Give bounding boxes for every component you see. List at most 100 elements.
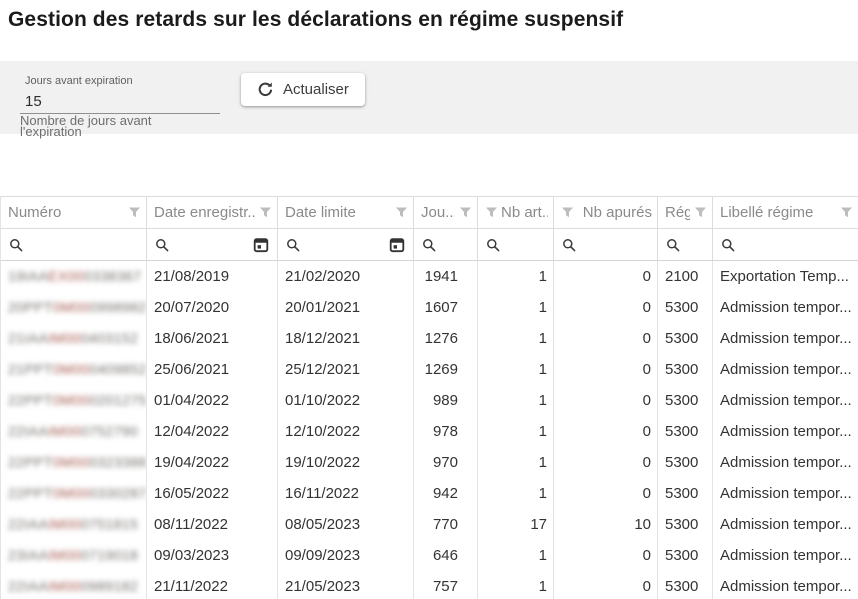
column-header-numero[interactable]: Numéro (1, 197, 147, 228)
filter-funnel-icon[interactable] (128, 206, 141, 219)
filter-funnel-icon[interactable] (395, 206, 408, 219)
cell-regime: 5300 (658, 416, 713, 447)
cell-numero: 22PPT0M000330287 (1, 478, 147, 509)
cell-date-limite: 08/05/2023 (278, 509, 414, 540)
cell-libelle-regime: Admission tempor... (713, 385, 858, 416)
filter-input-date-limite[interactable] (278, 229, 414, 260)
column-header-nb-apures[interactable]: Nb apurés (554, 197, 658, 228)
cell-libelle-regime: Admission tempor... (713, 354, 858, 385)
table-row[interactable]: 22IAAIM000752790 12/04/2022 12/10/2022 978 1… (1, 416, 858, 447)
table-row[interactable]: 22PPT0M000330287 16/05/2022 16/11/2022 942 1… (1, 478, 858, 509)
column-header-label: Date enregistr... (154, 204, 255, 221)
table-row[interactable]: 21PPT0M000409852 25/06/2021 25/12/2021 1269… (1, 354, 858, 385)
filter-input-date-enregistrement[interactable] (147, 229, 278, 260)
cell-nb-apures: 0 (554, 478, 658, 509)
filter-input-nb-apures[interactable] (554, 229, 658, 260)
cell-date-enregistrement: 09/03/2023 (147, 540, 278, 571)
cell-nb-articles: 1 (478, 292, 554, 323)
filter-funnel-icon[interactable] (459, 206, 472, 219)
cell-libelle-regime: Admission tempor... (713, 571, 858, 599)
cell-libelle-regime: Admission tempor... (713, 447, 858, 478)
days-field-hint-line2: l'expiration (20, 123, 82, 139)
cell-nb-articles: 1 (478, 385, 554, 416)
column-header-nb-articles[interactable]: Nb art... (478, 197, 554, 228)
filter-funnel-icon[interactable] (561, 206, 574, 219)
filter-funnel-icon[interactable] (840, 206, 853, 219)
calendar-icon[interactable] (389, 237, 405, 253)
days-field-hint-line1: Nombre de jours avant (20, 113, 152, 128)
column-header-regime[interactable]: Rég... (658, 197, 713, 228)
refresh-button[interactable]: Actualiser (241, 73, 365, 106)
filter-input-regime[interactable] (658, 229, 713, 260)
filter-input-nb-articles[interactable] (478, 229, 554, 260)
filter-input-libelle-regime[interactable] (713, 229, 858, 260)
column-header-jours[interactable]: Jou... (414, 197, 478, 228)
cell-jours: 1941 (414, 261, 478, 292)
cell-numero: 19IAAEX000338367 (1, 261, 147, 292)
filter-funnel-icon[interactable] (485, 206, 498, 219)
search-icon (486, 238, 500, 252)
cell-date-enregistrement: 25/06/2021 (147, 354, 278, 385)
cell-libelle-regime: Admission tempor... (713, 478, 858, 509)
filter-input-jours[interactable] (414, 229, 478, 260)
redacted-declaration-number: 21PPT0M000409852 (8, 361, 147, 377)
cell-date-enregistrement: 20/07/2020 (147, 292, 278, 323)
days-field-label: Jours avant expiration (25, 75, 133, 87)
cell-date-enregistrement: 21/11/2022 (147, 571, 278, 599)
cell-date-enregistrement: 01/04/2022 (147, 385, 278, 416)
days-field-hint: Nombre de jours avant l'expiration (20, 113, 152, 139)
cell-nb-articles: 1 (478, 571, 554, 599)
cell-regime: 5300 (658, 323, 713, 354)
cell-nb-articles: 1 (478, 416, 554, 447)
cell-date-enregistrement: 19/04/2022 (147, 447, 278, 478)
cell-nb-articles: 1 (478, 323, 554, 354)
cell-date-limite: 19/10/2022 (278, 447, 414, 478)
refresh-icon (257, 81, 274, 98)
cell-nb-articles: 1 (478, 447, 554, 478)
search-icon (422, 238, 436, 252)
table-row[interactable]: 21IAAIM000403152 18/06/2021 18/12/2021 1276… (1, 323, 858, 354)
days-field-underline (20, 91, 220, 114)
column-header-libelle-regime[interactable]: Libellé régime (713, 197, 858, 228)
cell-jours: 978 (414, 416, 478, 447)
table-row[interactable]: 19IAAEX000338367 21/08/2019 21/02/2020 1941… (1, 261, 858, 292)
search-icon (155, 238, 169, 252)
days-before-expiration-input[interactable] (20, 91, 220, 113)
table-row[interactable]: 22IAAIM000751815 08/11/2022 08/05/2023 770 1… (1, 509, 858, 540)
cell-jours: 1276 (414, 323, 478, 354)
redacted-declaration-number: 20PPT0M000998982 (8, 299, 147, 315)
table-row[interactable]: 20PPT0M000998982 20/07/2020 20/01/2021 1607… (1, 292, 858, 323)
grid-header-row: Numéro Date enregistr... Date limite Jou...… (1, 197, 858, 229)
redacted-declaration-number: 22PPT0M000330287 (8, 485, 147, 501)
redacted-declaration-number: 22IAAIM000751815 (8, 516, 139, 532)
redacted-declaration-number: 22IAAIM000752790 (8, 423, 139, 439)
cell-date-limite: 21/02/2020 (278, 261, 414, 292)
cell-date-limite: 25/12/2021 (278, 354, 414, 385)
cell-nb-articles: 1 (478, 261, 554, 292)
filter-panel: Jours avant expiration Nombre de jours a… (0, 61, 858, 139)
cell-regime: 5300 (658, 385, 713, 416)
search-icon (562, 238, 576, 252)
cell-jours: 757 (414, 571, 478, 599)
table-row[interactable]: 22IAAIM000989182 21/11/2022 21/05/2023 757 1… (1, 571, 858, 599)
table-row[interactable]: 23IAAIM000719018 09/03/2023 09/09/2023 646 1… (1, 540, 858, 571)
filter-funnel-icon[interactable] (694, 206, 707, 219)
table-row[interactable]: 22PPT0M000323388 19/04/2022 19/10/2022 970 1… (1, 447, 858, 478)
filter-funnel-icon[interactable] (259, 206, 272, 219)
cell-regime: 5300 (658, 292, 713, 323)
calendar-icon[interactable] (253, 237, 269, 253)
cell-regime: 2100 (658, 261, 713, 292)
cell-date-enregistrement: 08/11/2022 (147, 509, 278, 540)
redacted-declaration-number: 21IAAIM000403152 (8, 330, 139, 346)
table-row[interactable]: 22PPT0M000201275 01/04/2022 01/10/2022 989 1… (1, 385, 858, 416)
column-header-label: Nb art... (501, 204, 548, 221)
cell-nb-apures: 0 (554, 540, 658, 571)
filter-input-numero[interactable] (1, 229, 147, 260)
cell-jours: 1269 (414, 354, 478, 385)
cell-numero: 20PPT0M000998982 (1, 292, 147, 323)
column-header-date-enregistrement[interactable]: Date enregistr... (147, 197, 278, 228)
cell-date-limite: 20/01/2021 (278, 292, 414, 323)
cell-date-limite: 09/09/2023 (278, 540, 414, 571)
column-header-date-limite[interactable]: Date limite (278, 197, 414, 228)
